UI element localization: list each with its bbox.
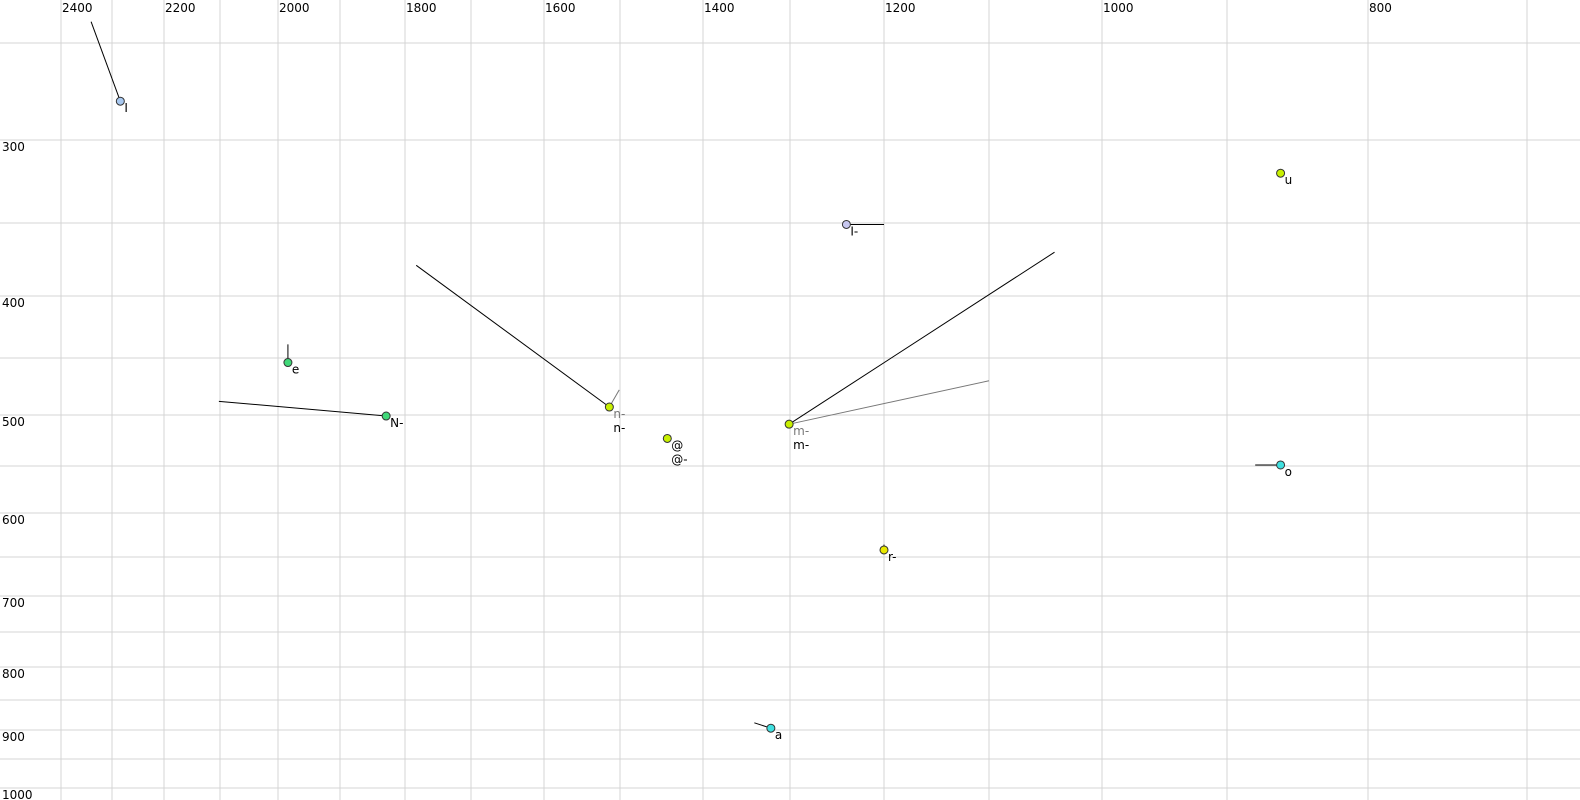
y-tick-label: 1000 (2, 788, 33, 800)
vowel-point (381, 411, 391, 421)
x-tick-label: 2000 (279, 1, 310, 15)
vowel-point (115, 96, 125, 106)
vowel-label: N- (390, 416, 403, 430)
x-tick-label: 1800 (406, 1, 437, 15)
trajectory-line (415, 264, 610, 408)
vowel-label: a (775, 728, 782, 742)
vowel-label: o (1285, 465, 1292, 479)
vowel-point (662, 433, 672, 443)
y-tick-label: 500 (2, 415, 25, 429)
y-tick-label: 700 (2, 596, 25, 610)
x-tick-label: 1200 (885, 1, 916, 15)
y-tick-label: 400 (2, 296, 25, 310)
x-tick-label: 1000 (1103, 1, 1134, 15)
vowel-label: I (124, 101, 128, 115)
points: Ie N-n-n- @@- m-m- I-u o r-a (115, 96, 1293, 742)
vowel-label: n- (613, 407, 625, 421)
vowel-label: I- (850, 224, 858, 238)
x-tick-label: 1600 (545, 1, 576, 15)
vowel-point (604, 402, 614, 412)
vowel-label: m- (793, 438, 809, 452)
x-tick-label: 1400 (704, 1, 735, 15)
vowel-point (766, 723, 776, 733)
trajectory-line (789, 380, 990, 425)
y-tick-label: 900 (2, 730, 25, 744)
vowel-label: e (292, 363, 299, 377)
vowel-point (784, 419, 794, 429)
y-tick-label: 300 (2, 140, 25, 154)
vowel-label: m- (793, 424, 809, 438)
vowel-label: n- (613, 421, 625, 435)
y-tick-label: 800 (2, 667, 25, 681)
trajectory-line (90, 21, 121, 102)
vowel-label: @ (671, 438, 683, 452)
tick-labels: 2400 2200 2000 1800 1600 1400 1200 1000 800 300 40… (2, 1, 1392, 800)
vowel-point (1276, 168, 1286, 178)
trails (90, 21, 1281, 729)
vowel-point (879, 545, 889, 555)
trajectory-line (218, 400, 387, 417)
vowel-label: @- (671, 452, 687, 466)
vowel-label: r- (888, 550, 897, 564)
vowel-point (841, 219, 851, 229)
vowel-label: u (1285, 173, 1293, 187)
vowel-point (1276, 460, 1286, 470)
x-tick-label: 2400 (62, 1, 93, 15)
x-tick-label: 2200 (165, 1, 196, 15)
x-tick-label: 800 (1369, 1, 1392, 15)
vowel-point (283, 358, 293, 368)
trajectory-line (788, 251, 1055, 425)
y-tick-label: 600 (2, 513, 25, 527)
